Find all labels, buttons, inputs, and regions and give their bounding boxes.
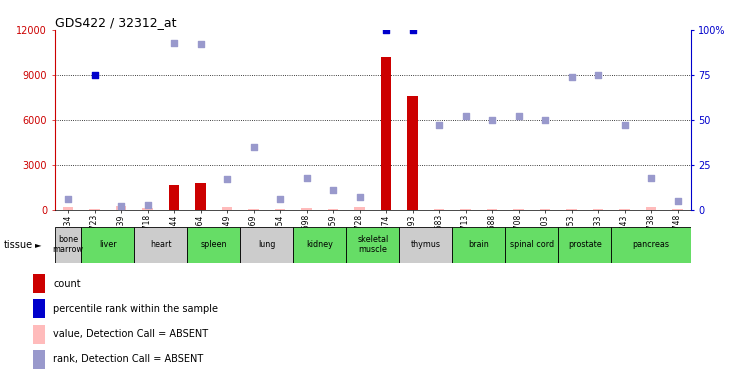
FancyBboxPatch shape (293, 227, 346, 262)
Bar (593, 209, 603, 210)
FancyBboxPatch shape (55, 227, 81, 262)
Bar (143, 208, 153, 210)
Text: GDS422 / 32312_at: GDS422 / 32312_at (55, 16, 176, 29)
Text: liver: liver (99, 240, 117, 249)
FancyBboxPatch shape (346, 227, 399, 262)
Text: tissue: tissue (4, 240, 33, 250)
Bar (461, 209, 471, 210)
Point (300, 175, 312, 181)
Bar (355, 207, 365, 210)
FancyBboxPatch shape (611, 227, 691, 262)
Bar (301, 208, 312, 210)
Bar (195, 183, 206, 210)
Bar (513, 209, 524, 210)
FancyBboxPatch shape (399, 227, 452, 262)
Point (592, 72, 604, 78)
Point (274, 196, 286, 202)
Bar (487, 209, 497, 210)
Text: bone
marrow: bone marrow (53, 235, 83, 254)
Point (512, 113, 524, 119)
Text: kidney: kidney (306, 240, 333, 249)
Point (248, 144, 260, 150)
Text: brain: brain (469, 240, 489, 249)
Text: thymus: thymus (411, 240, 441, 249)
Point (194, 41, 206, 47)
Bar (89, 209, 100, 210)
Text: pancreas: pancreas (632, 240, 670, 249)
Text: value, Detection Call = ABSENT: value, Detection Call = ABSENT (53, 329, 208, 339)
Point (142, 202, 154, 208)
Text: prostate: prostate (568, 240, 602, 249)
Point (221, 176, 233, 182)
Bar (33, 274, 45, 293)
Point (327, 187, 339, 193)
Text: count: count (53, 279, 81, 289)
Bar (619, 209, 630, 210)
Point (354, 194, 366, 200)
Point (618, 122, 630, 128)
Bar (249, 209, 259, 210)
Point (433, 122, 445, 128)
Point (672, 198, 683, 204)
Bar (567, 209, 577, 210)
Point (566, 74, 577, 80)
Point (62, 196, 74, 202)
Point (460, 113, 471, 119)
FancyBboxPatch shape (558, 227, 611, 262)
Point (539, 117, 551, 123)
FancyBboxPatch shape (452, 227, 505, 262)
FancyBboxPatch shape (135, 227, 187, 262)
Bar (433, 209, 444, 210)
Point (380, 27, 392, 33)
FancyBboxPatch shape (240, 227, 293, 262)
Bar (63, 207, 73, 210)
Text: ►: ► (35, 240, 42, 249)
Point (406, 27, 418, 33)
Text: spleen: spleen (200, 240, 227, 249)
Bar (221, 207, 232, 210)
Bar (33, 299, 45, 318)
FancyBboxPatch shape (81, 227, 135, 262)
Bar (33, 325, 45, 344)
Text: lung: lung (258, 240, 276, 249)
Bar (673, 209, 683, 210)
Bar (645, 207, 656, 210)
Text: skeletal
muscle: skeletal muscle (357, 235, 388, 254)
Bar (115, 206, 126, 210)
Bar (169, 184, 179, 210)
Text: rank, Detection Call = ABSENT: rank, Detection Call = ABSENT (53, 354, 203, 364)
Point (88, 72, 100, 78)
Bar (407, 96, 418, 210)
Text: spinal cord: spinal cord (510, 240, 554, 249)
FancyBboxPatch shape (505, 227, 558, 262)
Bar (275, 209, 285, 210)
Point (168, 40, 180, 46)
Text: percentile rank within the sample: percentile rank within the sample (53, 304, 219, 314)
Point (645, 175, 657, 181)
Bar (33, 350, 45, 369)
Bar (381, 57, 391, 210)
Point (115, 203, 127, 209)
Bar (539, 209, 550, 210)
FancyBboxPatch shape (187, 227, 240, 262)
Text: heart: heart (150, 240, 172, 249)
Point (486, 117, 498, 123)
Bar (327, 209, 338, 210)
